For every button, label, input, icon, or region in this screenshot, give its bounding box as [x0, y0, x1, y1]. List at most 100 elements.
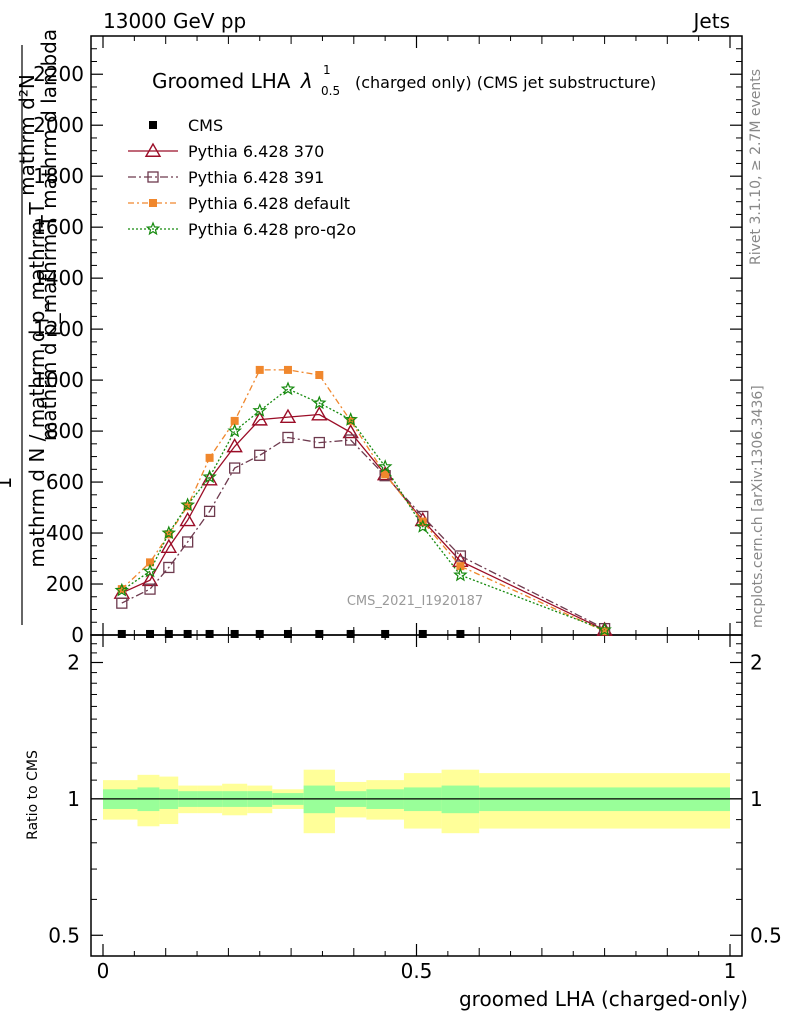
pythia-q2o-point: [453, 567, 468, 582]
legend-label: Pythia 6.428 391: [188, 168, 324, 187]
y-tick-label: 800: [46, 419, 84, 443]
pythia-q2o-point: [597, 622, 612, 637]
ratio-tick-label-right: 0.5: [750, 923, 782, 947]
pythia-370-point: [251, 411, 268, 426]
pythia-default-point: [230, 416, 239, 425]
pythia-default-point: [255, 365, 264, 374]
y-label-numerator: mathrm d²N: [15, 74, 39, 196]
pythia-q2o-point: [312, 395, 327, 410]
rivet-version-text: Rivet 3.1.10, ≥ 2.7M events: [748, 69, 764, 265]
ratio-y-axis-label: Ratio to CMS: [25, 750, 41, 840]
legend-label: Pythia 6.428 default: [188, 194, 350, 213]
pythia-370-point: [342, 423, 359, 439]
pythia-370-point: [279, 408, 297, 424]
title-main-text: Groomed LHA λ: [152, 69, 313, 93]
pythia-q2o-point: [252, 403, 268, 417]
cms-data-point: [456, 629, 465, 638]
pythia-q2o-point: [161, 525, 177, 540]
y-label-bottom: mathrm d N / mathrm d p_mathrm T: [25, 202, 49, 568]
pythia-default-point: [381, 470, 390, 479]
pythia-370-point: [311, 406, 328, 421]
legend-entry-pdefault: Pythia 6.428 default: [128, 194, 350, 213]
pythia-370-point: [160, 538, 178, 554]
pythia-391-point: [116, 597, 128, 609]
pythia-q2o-point: [180, 497, 195, 512]
pythia-370-point: [144, 142, 162, 157]
y-tick-label: 1200: [33, 317, 84, 341]
pythia-default-point: [164, 530, 173, 539]
y-tick-label: 1000: [33, 368, 84, 392]
series-line-pq2o: [121, 388, 605, 631]
title-rest: (charged only) (CMS jet substructure): [355, 73, 656, 92]
pythia-default-point: [283, 365, 292, 374]
pythia-391-point: [282, 431, 294, 444]
pythia-q2o-point: [415, 519, 431, 533]
legend-label: Pythia 6.428 pro-q2o: [188, 220, 356, 239]
cms-data-point: [255, 629, 264, 638]
y-tick-label: 600: [46, 470, 84, 494]
cms-data-point: [283, 629, 292, 638]
pythia-default-point: [346, 416, 355, 425]
analysis-watermark: CMS_2021_I1920187: [347, 594, 483, 609]
cms-data-point: [117, 629, 126, 638]
legend-entry-p370: Pythia 6.428 370: [128, 142, 324, 161]
ratio-tick-label: 1: [67, 787, 80, 811]
cms-data-point: [418, 629, 427, 638]
pythia-q2o-point: [343, 411, 358, 426]
y-label-denominator: mathrm d p_mathrm T mathrm d lambda: [37, 29, 61, 441]
legend-label: Pythia 6.428 370: [188, 142, 324, 161]
pythia-default-point: [456, 562, 465, 571]
ratio-tick-label-right: 2: [750, 650, 763, 674]
x-tick-label: 0.5: [401, 959, 433, 983]
pythia-370-point: [201, 471, 218, 486]
cms-data-point: [205, 629, 214, 638]
pythia-370-point: [179, 511, 196, 527]
pythia-391-point: [313, 436, 325, 449]
pythia-391-point: [144, 583, 156, 595]
pythia-370-point: [226, 437, 243, 453]
title-main: Groomed LHA: [152, 69, 291, 93]
pythia-q2o-point: [145, 221, 161, 236]
pythia-default-point: [600, 627, 609, 636]
x-tick-label: 0: [97, 959, 110, 983]
legend-entry-p391: Pythia 6.428 391: [128, 168, 324, 187]
y-tick-label: 2200: [33, 62, 84, 86]
ratio-tick-label: 0.5: [48, 923, 80, 947]
y-label-one: 1: [0, 477, 16, 490]
pythia-q2o-point: [227, 423, 242, 438]
cms-data-point: [149, 121, 157, 129]
pythia-default-point: [149, 199, 157, 207]
series-cms: [117, 629, 465, 638]
y-tick-label: 1800: [33, 164, 84, 188]
title-subscript: 0.5: [321, 84, 340, 98]
cms-data-point: [146, 629, 155, 638]
series-layer: [113, 365, 613, 638]
ratio-uncertainty-bands: [103, 769, 730, 834]
pythia-default-point: [117, 585, 126, 594]
pythia-default-point: [183, 502, 192, 511]
title-lambda: λ: [300, 69, 313, 93]
cms-data-point: [381, 629, 390, 638]
pythia-391-point: [181, 536, 194, 548]
y-tick-label: 2000: [33, 113, 84, 137]
pythia-default-point: [205, 453, 214, 462]
x-tick-label: 1: [724, 959, 737, 983]
series-line-pdefault: [121, 369, 605, 632]
pythia-391-point: [454, 550, 467, 562]
mcplots-reference-text: mcplots.cern.ch [arXiv:1306.3436]: [750, 385, 766, 628]
header-jets-label: Jets: [692, 9, 730, 33]
pythia-391-point: [163, 561, 175, 574]
chart-title: Groomed LHA λ 1 0.5 (charged only) (CMS …: [152, 63, 656, 98]
pythia-391-point: [345, 434, 357, 446]
title-superscript: 1: [323, 63, 331, 77]
pythia-370-point: [141, 571, 159, 587]
cms-data-point: [230, 629, 239, 638]
legend-label: CMS: [188, 116, 223, 135]
y-tick-label: 200: [46, 572, 84, 596]
y-tick-label: 400: [46, 521, 84, 545]
ratio-tick-label: 2: [67, 650, 80, 674]
pythia-391-point: [203, 505, 216, 518]
pythia-q2o-point: [377, 459, 393, 473]
legend: CMS Pythia 6.428 370 Pythia 6.428 391 Pythi…: [128, 116, 356, 239]
